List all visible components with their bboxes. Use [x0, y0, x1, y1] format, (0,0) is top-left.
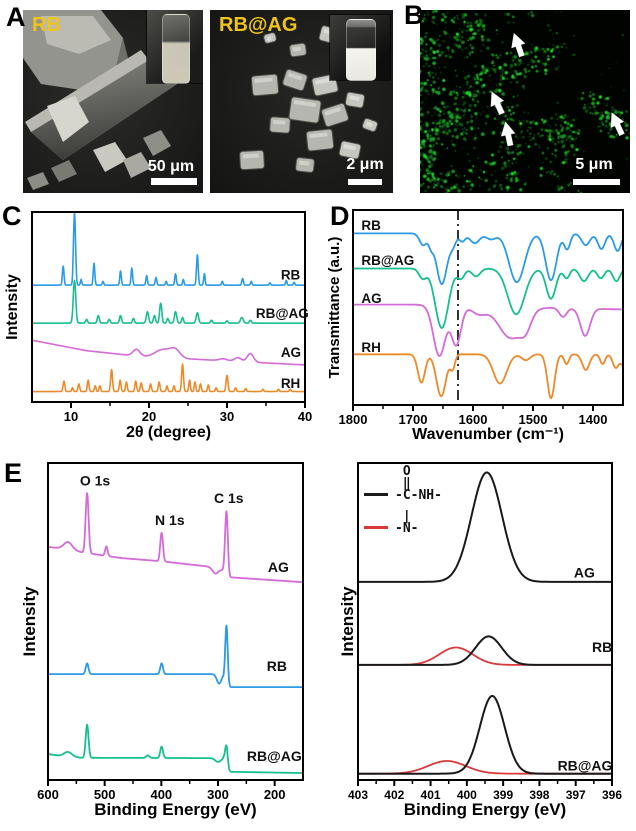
ftir-chart: 1800 1700 1600 1500 1400 RB RB@AG AG RH Wavenumb…: [316, 200, 636, 448]
scale-bar-label-fluo: 5 μm: [575, 156, 613, 173]
sem-rb-crystals: [23, 10, 181, 190]
svg-text:1500: 1500: [519, 412, 548, 427]
svg-text:1700: 1700: [399, 412, 428, 427]
svg-text:AG: AG: [268, 559, 289, 575]
scale-bar-label-rb: 50 μm: [147, 158, 195, 175]
vial-photo-rbag: [330, 15, 390, 81]
xps-survey-ylabel: Intensity: [20, 586, 39, 657]
svg-text:RB@AG: RB@AG: [247, 748, 302, 764]
xrd-chart: 10 20 30 40 RB RB@AG AG RH 2θ (degree) Intensit…: [0, 200, 320, 448]
panel-d-label: D: [330, 201, 350, 231]
svg-text:398: 398: [529, 788, 549, 802]
svg-text:RB: RB: [592, 639, 612, 655]
svg-text:401: 401: [421, 788, 441, 802]
xrd-ylabel: Intensity: [4, 274, 21, 340]
xps-n1s-ylabel: Intensity: [338, 586, 357, 657]
svg-text:RH: RH: [361, 340, 381, 355]
svg-text:402: 402: [384, 788, 404, 802]
svg-text:200: 200: [264, 787, 286, 802]
sem-image-rb: RB 50 μm: [23, 10, 203, 193]
svg-text:N 1s: N 1s: [155, 512, 185, 528]
svg-text:RB: RB: [361, 218, 381, 233]
svg-text:40: 40: [298, 409, 312, 424]
svg-text:AG: AG: [281, 345, 301, 360]
svg-text:396: 396: [602, 788, 622, 802]
scale-bar-rbag: [348, 179, 382, 185]
svg-text:1400: 1400: [579, 412, 608, 427]
svg-text:10: 10: [64, 409, 78, 424]
svg-text:20: 20: [142, 409, 156, 424]
panel-a-label: A: [6, 2, 26, 32]
ftir-plot: 1800 1700 1600 1500 1400 RB RB@AG AG RH: [339, 209, 624, 427]
svg-text:400: 400: [150, 787, 172, 802]
svg-text:1800: 1800: [339, 412, 368, 427]
svg-text:AG: AG: [574, 564, 595, 580]
fluorescence-image: 5 μm: [420, 10, 630, 193]
svg-text:RB: RB: [281, 268, 301, 283]
svg-text:RB@AG: RB@AG: [256, 306, 309, 321]
xps-n1s-chart: 403 402 401 400 399 398 397 396 AG RB RB@AG O ‖ -C…: [330, 448, 636, 831]
fluorescence-arrows: [490, 32, 626, 147]
panel-e-label: E: [4, 458, 23, 488]
scale-bar-fluo: [573, 179, 620, 185]
xps-survey-chart: 600 500 400 300 200 AG RB RB@AG O 1s N 1s C 1s Bin…: [0, 448, 330, 831]
scale-bar-label-rbag: 2 μm: [346, 156, 384, 173]
xps-survey-plot: 600 500 400 300 200 AG RB RB@AG O 1s N 1s C 1s: [37, 462, 304, 802]
xrd-xlabel: 2θ (degree): [125, 424, 212, 441]
svg-text:RB@AG: RB@AG: [558, 758, 613, 774]
xps-n1s-plot: 403 402 401 400 399 398 397 396 AG RB RB@AG: [348, 462, 622, 802]
xps-survey-xlabel: Binding Energy (eV): [94, 800, 257, 819]
svg-text:397: 397: [566, 788, 586, 802]
panel-b-label: B: [404, 0, 424, 30]
svg-text:399: 399: [493, 788, 513, 802]
svg-text:O 1s: O 1s: [80, 472, 111, 488]
xps-n1s-xlabel: Binding Energy (eV): [403, 800, 567, 819]
svg-text:600: 600: [37, 787, 59, 802]
sem-rbag-tag: RB@AG: [219, 14, 298, 36]
panel-c-label: C: [2, 201, 22, 231]
svg-text:AG: AG: [361, 291, 381, 306]
ftir-xlabel: Wavenumber (cm⁻¹): [412, 426, 564, 443]
scale-bar-rb: [151, 178, 197, 185]
svg-text:RB@AG: RB@AG: [361, 253, 414, 268]
ftir-ylabel: Transmittance (a.u.): [326, 236, 343, 379]
svg-text:300: 300: [207, 787, 229, 802]
sem-image-rbag: RB@AG 2 μm: [210, 10, 393, 193]
svg-text:30: 30: [220, 409, 234, 424]
vial-rbag: [345, 18, 377, 81]
svg-text:1600: 1600: [459, 412, 488, 427]
svg-text:RB: RB: [267, 658, 287, 674]
svg-text:403: 403: [348, 788, 368, 802]
svg-text:C 1s: C 1s: [214, 490, 244, 506]
xrd-plot: 10 20 30 40 RB RB@AG AG RH: [31, 211, 312, 424]
sem-rb-tag: RB: [32, 14, 61, 36]
vial-rb: [161, 14, 191, 84]
vial-photo-rb: [147, 10, 203, 84]
svg-text:RH: RH: [281, 376, 301, 391]
svg-text:500: 500: [94, 787, 116, 802]
svg-text:400: 400: [457, 788, 477, 802]
fluorescence-speckles: [420, 10, 630, 193]
